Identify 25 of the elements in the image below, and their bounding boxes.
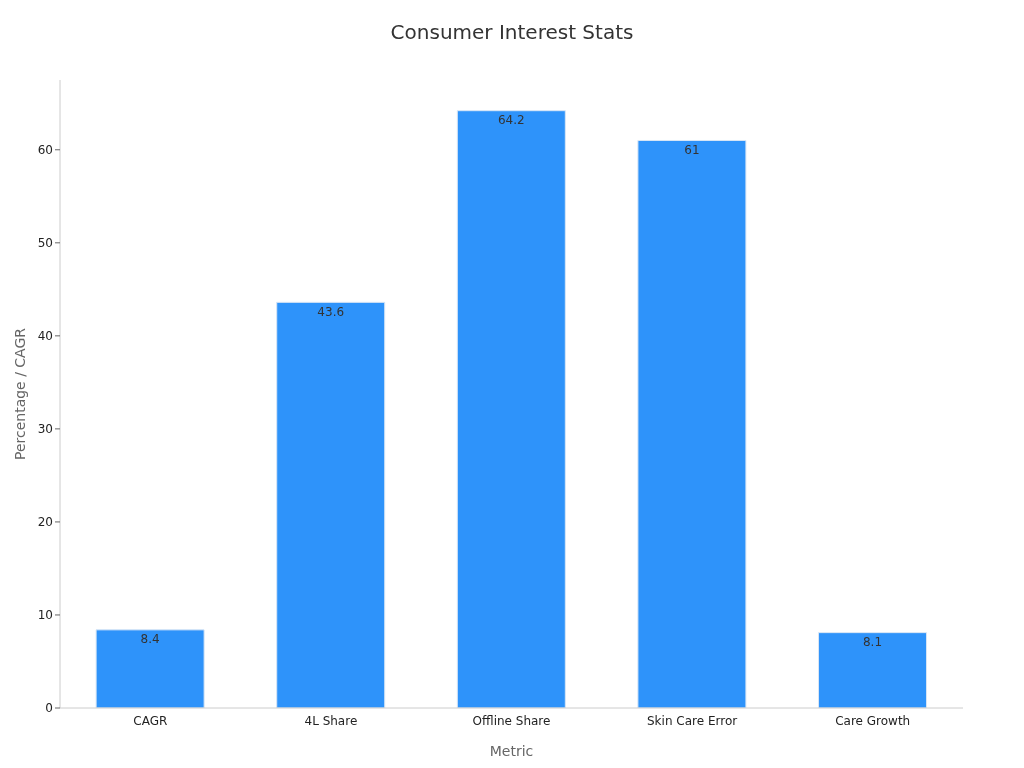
bar: [818, 632, 928, 708]
y-tick-label: 50: [37, 236, 53, 251]
data-label: 43.6: [317, 304, 345, 319]
y-tick-label: 40: [37, 329, 53, 344]
data-label: 61: [684, 142, 700, 157]
x-tick-label: Offline Share: [472, 713, 551, 728]
y-tick-label: 30: [37, 422, 53, 437]
y-tick-label: 60: [37, 143, 53, 158]
x-tick-label: CAGR: [133, 713, 168, 728]
bar: [456, 110, 566, 708]
y-tick-label: 20: [37, 515, 53, 530]
x-axis-title: Metric: [489, 743, 534, 759]
x-tick-label: Skin Care Error: [647, 713, 738, 728]
x-tick-label: Care Growth: [835, 713, 911, 728]
data-label: 8.1: [862, 635, 883, 650]
y-tick-label: 0: [45, 701, 53, 716]
x-tick-label: 4L Share: [304, 713, 358, 728]
data-label: 8.4: [140, 632, 160, 647]
chart-title: Consumer Interest Stats: [389, 20, 635, 44]
bar: [637, 139, 747, 708]
data-label: 64.2: [497, 113, 525, 128]
bar: [276, 301, 386, 708]
y-axis-title: Percentage / CAGR: [11, 327, 28, 461]
bar: [95, 629, 205, 708]
y-tick-label: 10: [37, 608, 53, 623]
